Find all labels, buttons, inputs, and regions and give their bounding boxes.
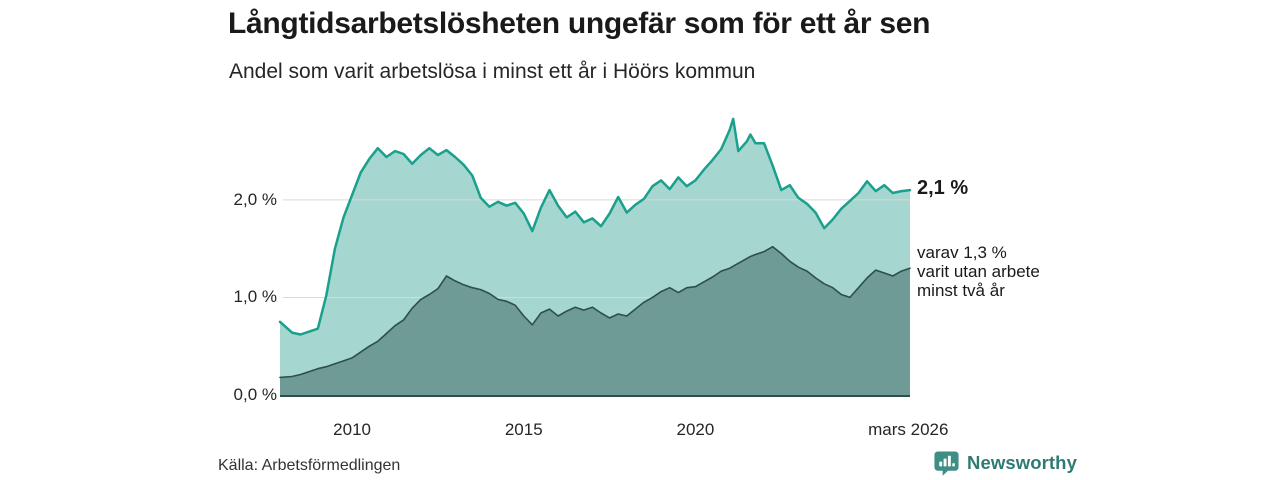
y-axis-label: 2,0 % bbox=[233, 189, 277, 209]
two-plus-area-fill bbox=[280, 246, 910, 395]
x-axis-label: 2015 bbox=[504, 420, 543, 439]
y-axis-label: 1,0 % bbox=[233, 287, 277, 307]
two-year-annotation-line1: varav 1,3 % bbox=[917, 243, 1007, 262]
two-plus-line bbox=[279, 245, 911, 379]
two-year-annotation-line3: minst två år bbox=[917, 281, 1005, 300]
y-axis-label: 0,0 % bbox=[233, 385, 277, 404]
total-line bbox=[278, 117, 912, 336]
brand-wordmark: Newsworthy bbox=[967, 452, 1077, 473]
source-attribution: Källa: Arbetsförmedlingen bbox=[218, 457, 401, 474]
bar-chart-badge-icon bbox=[934, 450, 959, 476]
latest-value-annotation: 2,1 % bbox=[917, 177, 969, 199]
two-year-annotation-line2: varit utan arbete bbox=[917, 262, 1040, 281]
x-axis-label: 2010 bbox=[333, 420, 371, 439]
chart-subtitle: Andel som varit arbetslösa i minst ett å… bbox=[229, 60, 756, 83]
page-title: Långtidsarbetslösheten ungefär som för e… bbox=[228, 7, 931, 40]
two-year-annotation: varav 1,3 % varit utan arbete minst två … bbox=[917, 243, 1040, 300]
x-axis-label: mars 2026 bbox=[868, 420, 949, 439]
newsworthy-logo: Newsworthy bbox=[933, 449, 1077, 477]
x-axis-label: 2020 bbox=[676, 420, 715, 439]
badge-bars bbox=[939, 455, 955, 466]
